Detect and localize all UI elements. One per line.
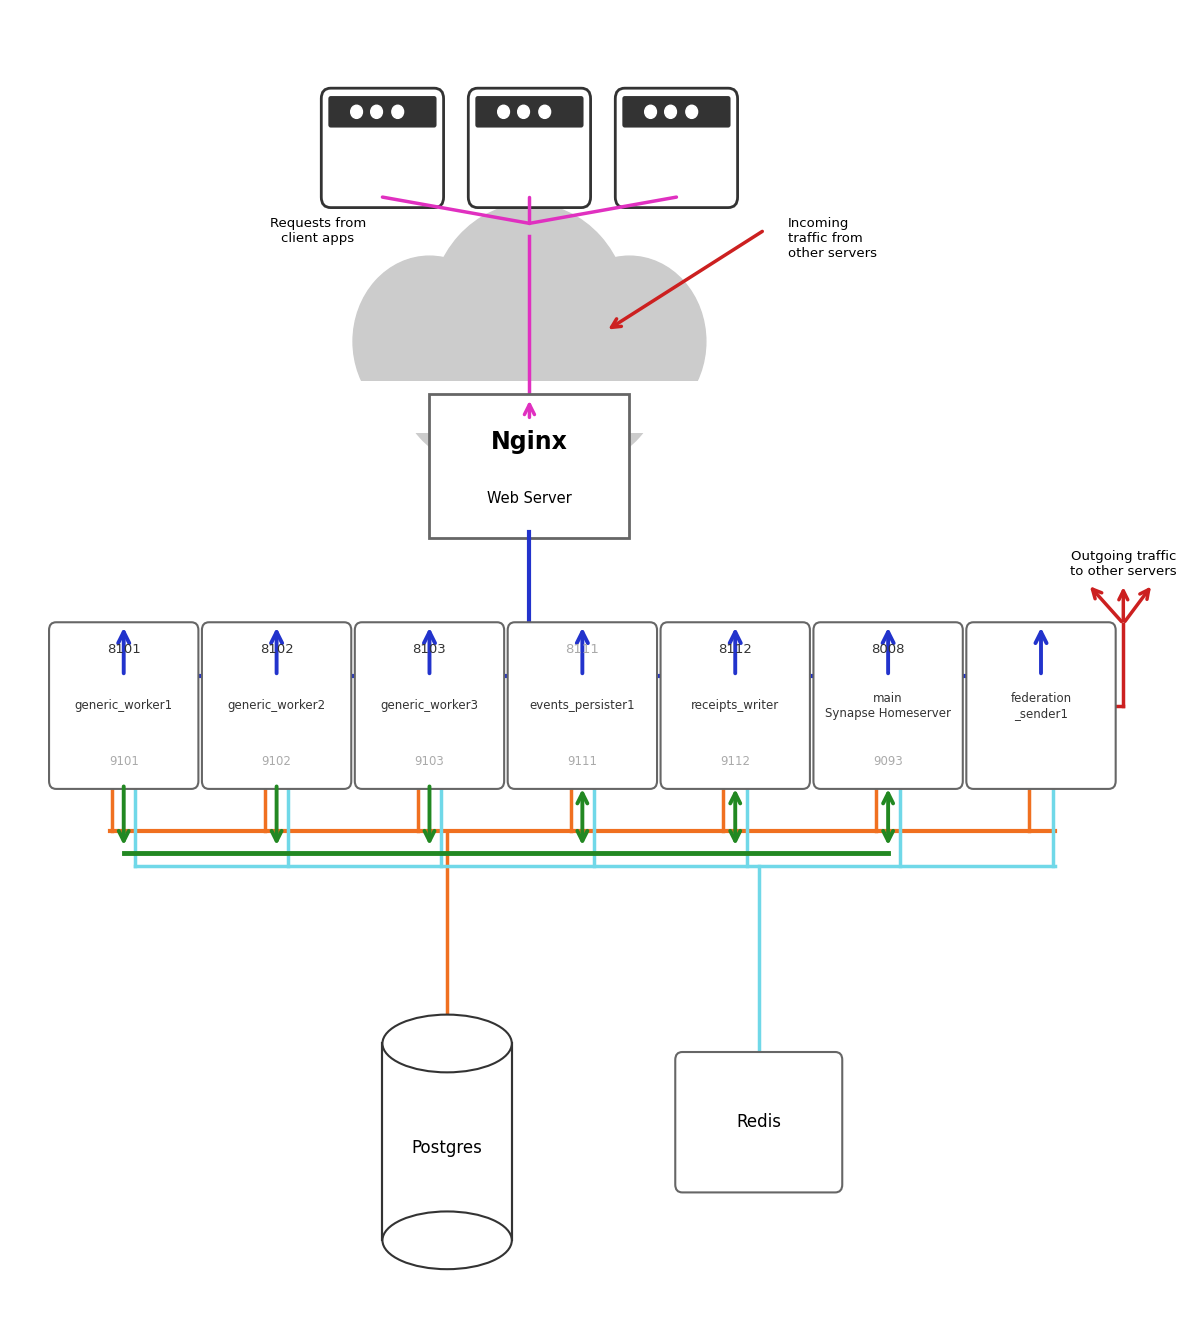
Ellipse shape bbox=[383, 1212, 512, 1269]
FancyBboxPatch shape bbox=[966, 623, 1116, 789]
Circle shape bbox=[686, 106, 697, 118]
Text: 8103: 8103 bbox=[413, 643, 446, 656]
Circle shape bbox=[517, 106, 529, 118]
Circle shape bbox=[392, 106, 403, 118]
Text: 8112: 8112 bbox=[719, 643, 752, 656]
Text: Nginx: Nginx bbox=[491, 430, 568, 454]
Text: events_persister1: events_persister1 bbox=[529, 699, 635, 712]
Bar bbox=[383, 1043, 511, 1240]
FancyBboxPatch shape bbox=[475, 96, 583, 127]
Text: 9101: 9101 bbox=[109, 755, 139, 769]
Circle shape bbox=[665, 106, 677, 118]
Text: 9103: 9103 bbox=[415, 755, 444, 769]
Text: main
Synapse Homeserver: main Synapse Homeserver bbox=[826, 691, 952, 719]
Text: 8101: 8101 bbox=[107, 643, 140, 656]
FancyBboxPatch shape bbox=[616, 88, 738, 208]
Text: 8008: 8008 bbox=[871, 643, 905, 656]
Text: Postgres: Postgres bbox=[412, 1139, 482, 1157]
FancyBboxPatch shape bbox=[322, 88, 444, 208]
FancyBboxPatch shape bbox=[468, 88, 590, 208]
FancyBboxPatch shape bbox=[676, 1052, 842, 1193]
Circle shape bbox=[395, 269, 571, 466]
Circle shape bbox=[353, 256, 506, 427]
FancyBboxPatch shape bbox=[430, 394, 629, 538]
FancyBboxPatch shape bbox=[49, 623, 198, 789]
Text: generic_worker1: generic_worker1 bbox=[74, 699, 173, 712]
FancyBboxPatch shape bbox=[336, 380, 724, 434]
Text: 9112: 9112 bbox=[720, 755, 750, 769]
Circle shape bbox=[553, 256, 706, 427]
Text: 9093: 9093 bbox=[874, 755, 902, 769]
Text: Incoming
traffic from
other servers: Incoming traffic from other servers bbox=[788, 217, 877, 260]
FancyBboxPatch shape bbox=[202, 623, 352, 789]
Circle shape bbox=[430, 269, 630, 493]
Text: 9102: 9102 bbox=[262, 755, 292, 769]
Text: 9111: 9111 bbox=[568, 755, 598, 769]
Text: Redis: Redis bbox=[737, 1113, 781, 1131]
Ellipse shape bbox=[383, 1015, 512, 1073]
Text: federation
_sender1: federation _sender1 bbox=[1010, 691, 1072, 719]
Circle shape bbox=[539, 106, 551, 118]
FancyBboxPatch shape bbox=[355, 623, 504, 789]
Text: Requests from
client apps: Requests from client apps bbox=[270, 217, 366, 245]
FancyBboxPatch shape bbox=[660, 623, 810, 789]
Text: generic_worker2: generic_worker2 bbox=[228, 699, 325, 712]
Circle shape bbox=[644, 106, 656, 118]
FancyBboxPatch shape bbox=[814, 623, 962, 789]
FancyBboxPatch shape bbox=[623, 96, 731, 127]
Circle shape bbox=[350, 106, 362, 118]
Circle shape bbox=[430, 204, 630, 427]
FancyBboxPatch shape bbox=[329, 96, 437, 127]
Circle shape bbox=[371, 106, 383, 118]
FancyBboxPatch shape bbox=[508, 623, 658, 789]
Text: generic_worker3: generic_worker3 bbox=[380, 699, 479, 712]
Circle shape bbox=[498, 106, 510, 118]
Text: receipts_writer: receipts_writer bbox=[691, 699, 779, 712]
Text: 8102: 8102 bbox=[259, 643, 294, 656]
Text: Outgoing traffic
to other servers: Outgoing traffic to other servers bbox=[1070, 549, 1177, 577]
Text: Web Server: Web Server bbox=[487, 491, 572, 506]
Circle shape bbox=[488, 269, 665, 466]
Text: 8111: 8111 bbox=[565, 643, 599, 656]
